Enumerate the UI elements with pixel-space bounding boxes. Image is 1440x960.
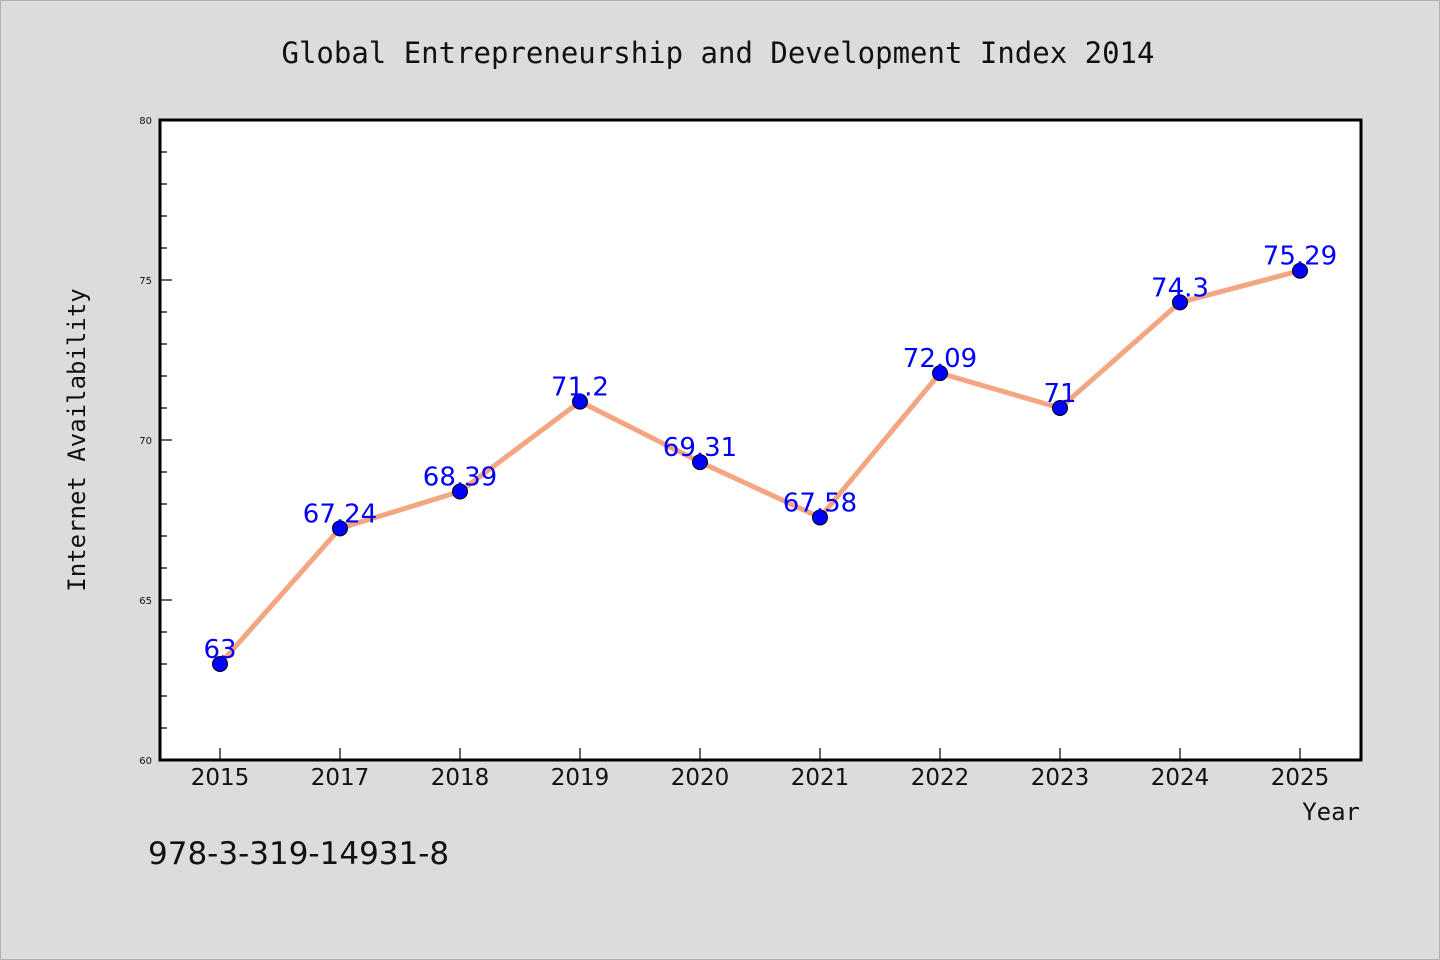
data-point [812, 509, 828, 526]
series-line [218, 268, 1301, 666]
data-point [212, 656, 228, 672]
series-markers [212, 262, 1308, 672]
x-tick-label: 2024 [1151, 765, 1210, 791]
y-tick-label: 75 [139, 276, 152, 287]
data-point [332, 520, 348, 537]
data-label: 75.29 [1263, 242, 1337, 272]
x-tick-label: 2015 [191, 765, 250, 791]
x-tick-label: 2017 [311, 765, 370, 791]
x-tick-label: 2022 [911, 765, 970, 791]
x-tick-label: 2025 [1271, 765, 1330, 791]
y-axis-label: Internet Availability [63, 288, 91, 591]
y-axis: 60 65 70 75 80 [139, 116, 172, 767]
chart-title: Global Entrepreneurship and Development … [282, 36, 1155, 70]
data-point [1052, 400, 1068, 416]
data-label: 74.3 [1151, 273, 1209, 303]
data-label: 63 [203, 635, 236, 665]
x-tick-label: 2020 [671, 765, 730, 791]
plot-area [158, 118, 1363, 762]
data-label: 69.31 [663, 433, 737, 463]
data-label: 67.58 [783, 488, 857, 518]
x-tick-label: 2023 [1031, 765, 1090, 791]
data-point [1292, 262, 1308, 279]
data-label: 67.24 [303, 499, 377, 529]
data-label: 68.39 [423, 463, 497, 493]
data-point [452, 483, 468, 500]
data-point [1172, 294, 1188, 311]
data-label: 71.2 [551, 373, 609, 403]
x-tick-label: 2019 [551, 765, 610, 791]
y-tick-label: 65 [139, 596, 152, 607]
data-label: 71 [1043, 379, 1076, 409]
data-point [932, 365, 948, 382]
y-tick-label: 60 [139, 756, 152, 767]
x-axis: 2015 2017 2018 2019 2020 2021 2022 2023 2024 2025 [191, 748, 1330, 791]
data-labels: 63 67.24 68.39 71.2 69.31 67.58 72.09 71 74.3 75.… [203, 242, 1337, 665]
x-tick-label: 2018 [431, 765, 490, 791]
y-tick-label: 70 [139, 436, 152, 447]
data-point [692, 454, 708, 471]
x-axis-label: Year [1302, 798, 1360, 826]
data-point [572, 393, 588, 410]
y-tick-label: 80 [139, 116, 152, 127]
x-tick-label: 2021 [791, 765, 850, 791]
footer-text: 978-3-319-14931-8 [148, 836, 449, 872]
data-label: 72.09 [903, 344, 977, 374]
